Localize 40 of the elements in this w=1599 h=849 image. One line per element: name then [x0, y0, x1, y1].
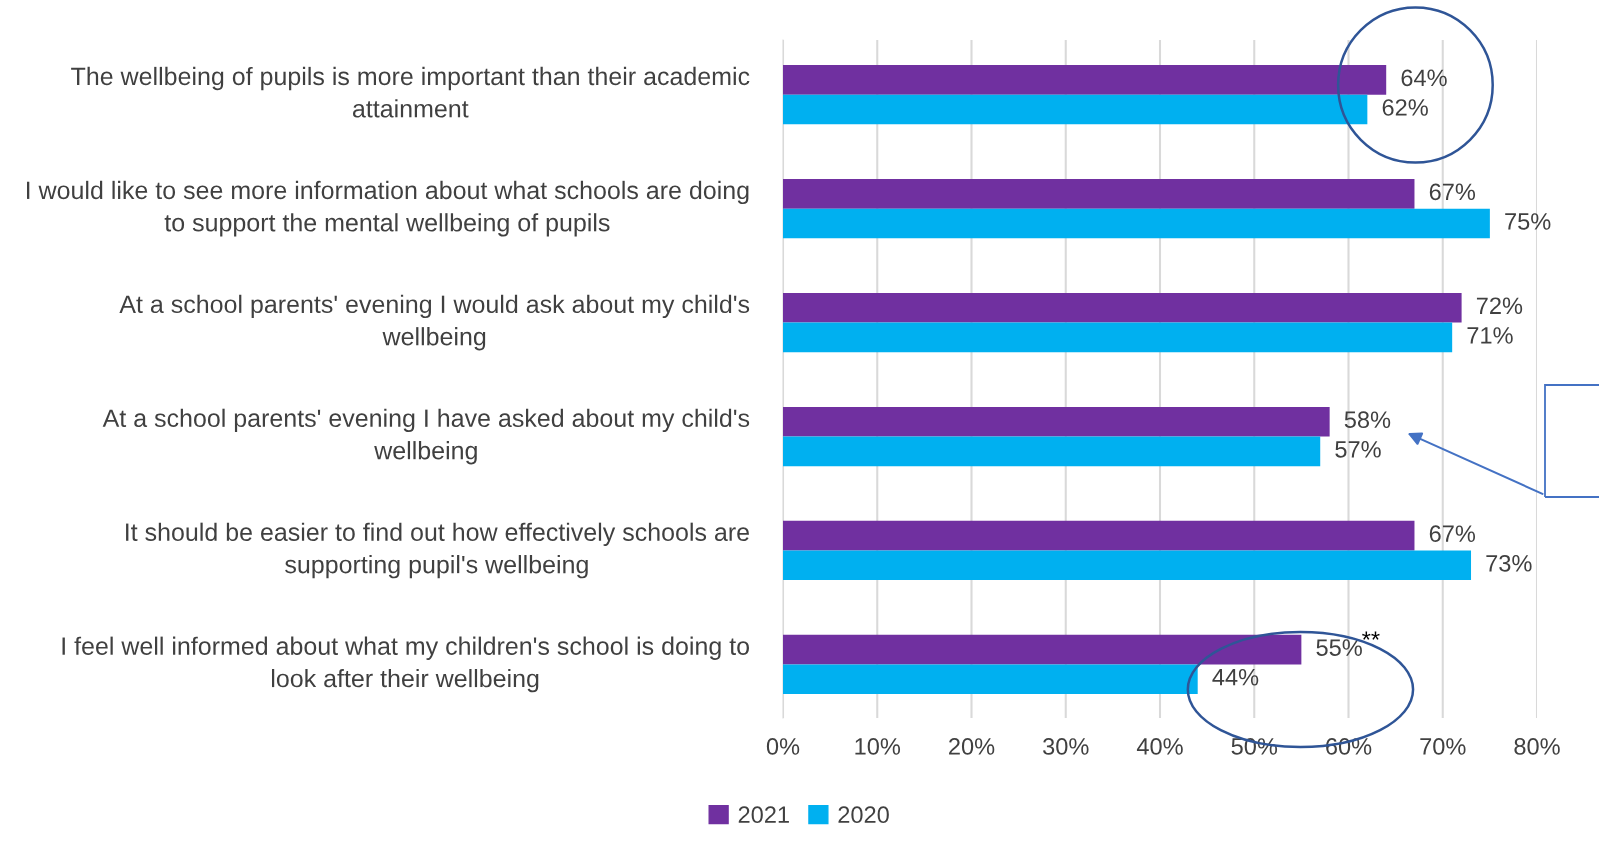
- bar: [783, 94, 1368, 125]
- bar: [783, 65, 1387, 95]
- x-tick-label: 0%: [766, 738, 800, 755]
- data-label: 62%: [1382, 99, 1428, 116]
- data-label: 58%: [1344, 411, 1391, 429]
- y-tick-label: I feel well informed about what my children's school is doing to look after their wellbeing: [62, 636, 750, 693]
- data-label: 75%: [1505, 213, 1551, 230]
- y-tick-label: It should be easier to find out how effectively schools are supporting pupil's wellbeing: [126, 522, 749, 579]
- y-tick-label: At a school parents' evening I would ask about my child's wellbeing: [119, 294, 750, 351]
- x-tick-label: 70%: [1420, 738, 1466, 755]
- bar: [783, 436, 1321, 467]
- y-tick-label: I would like to see more information about what schools are doing to support the mental wellbeing of pupils: [26, 180, 749, 237]
- bar: [783, 520, 1415, 551]
- bar: [783, 406, 1330, 437]
- data-label: 67%: [1429, 183, 1476, 201]
- legend-label: 2021: [738, 806, 789, 824]
- x-tick-label: 80%: [1514, 738, 1560, 755]
- bar: [783, 322, 1453, 353]
- data-label: 73%: [1486, 554, 1532, 572]
- legend-label: 2020: [838, 806, 889, 824]
- data-label: 67%: [1429, 525, 1476, 543]
- x-tick-label: 30%: [1043, 738, 1089, 755]
- x-tick-label: 40%: [1136, 738, 1183, 755]
- bar: [783, 634, 1302, 665]
- data-label: 55%: [1316, 639, 1362, 656]
- x-tick-label: 20%: [949, 738, 995, 755]
- data-label: 64%: [1401, 69, 1447, 87]
- data-label: 57%: [1335, 441, 1381, 458]
- bar: [783, 179, 1415, 209]
- data-label: 44%: [1212, 668, 1259, 686]
- bar: [783, 208, 1490, 239]
- data-label: 71%: [1467, 327, 1513, 344]
- annotation: **: [1362, 631, 1380, 640]
- bar: [783, 292, 1462, 323]
- y-tick-label: At a school parents' evening I have asked about my child's wellbeing: [102, 408, 750, 465]
- y-tick-label: The wellbeing of pupils is more important than their academic attainment: [71, 66, 750, 118]
- data-label: 72%: [1476, 297, 1523, 315]
- bar: [783, 550, 1472, 581]
- x-tick-label: 10%: [855, 738, 901, 755]
- bar: [783, 664, 1198, 695]
